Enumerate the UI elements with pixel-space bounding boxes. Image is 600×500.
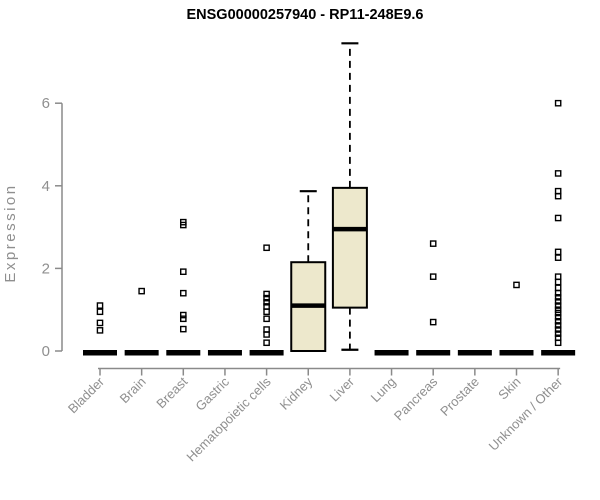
- outlier-point: [96, 302, 104, 309]
- outlier-point: [96, 308, 104, 316]
- outlier-point: [554, 313, 562, 321]
- outlier-point: [554, 306, 562, 314]
- outlier-point: [554, 248, 562, 256]
- zero-box-bar: [374, 350, 409, 356]
- y-tick-label: 4: [42, 178, 50, 195]
- x-category-label: Liver: [326, 374, 357, 405]
- outlier-point: [554, 192, 562, 200]
- outlier-point: [263, 290, 270, 298]
- outlier-point: [554, 309, 562, 317]
- box: [331, 186, 368, 309]
- outlier-point: [263, 331, 270, 338]
- x-category-label: Unknown / Other: [486, 374, 566, 454]
- zero-box-bar: [249, 350, 284, 356]
- x-category-label: Kidney: [277, 374, 316, 413]
- outlier-point: [429, 240, 437, 247]
- zero-box-bar: [83, 350, 117, 356]
- outlier-point: [554, 284, 562, 292]
- x-category-label: Bladder: [65, 374, 108, 417]
- outlier-point: [554, 339, 562, 347]
- x-category-label: Breast: [153, 374, 190, 411]
- outlier-point: [554, 317, 562, 325]
- outlier-point: [179, 325, 187, 333]
- y-tick-label: 0: [42, 343, 50, 360]
- outlier-point: [179, 311, 187, 319]
- outlier-point: [263, 298, 270, 306]
- zero-box-bar: [207, 350, 242, 356]
- outlier-point: [263, 339, 270, 347]
- outlier-point: [554, 322, 562, 329]
- outlier-point: [554, 214, 562, 222]
- outlier-point: [554, 99, 562, 107]
- outlier-point: [263, 308, 270, 316]
- outlier-point: [138, 287, 145, 295]
- outlier-point: [554, 289, 562, 297]
- outlier-point: [179, 268, 187, 276]
- x-category-label: Skin: [495, 374, 523, 402]
- chart-title: ENSG00000257940 - RP11-248E9.6: [186, 7, 424, 23]
- outlier-point: [554, 326, 562, 333]
- outlier-point: [263, 294, 270, 302]
- outlier-point: [554, 330, 562, 337]
- x-category-label: Lung: [368, 374, 399, 405]
- outlier-point: [554, 298, 562, 305]
- zero-box-bar: [416, 350, 451, 356]
- outlier-point: [554, 273, 562, 280]
- outlier-point: [96, 319, 104, 327]
- outlier-point: [554, 254, 562, 261]
- x-category-label: Prostate: [437, 374, 482, 419]
- outlier-point: [179, 289, 187, 297]
- outlier-point: [554, 294, 562, 301]
- x-category-label: Brain: [117, 374, 149, 406]
- outlier-point: [96, 327, 104, 334]
- outlier-point: [429, 318, 437, 326]
- outlier-point: [179, 315, 187, 323]
- outlier-point: [263, 315, 270, 323]
- zero-box-bar: [457, 350, 492, 356]
- outlier-point: [554, 302, 562, 309]
- outlier-point: [179, 221, 187, 229]
- zero-box-bar: [166, 350, 201, 356]
- zero-box-bar: [499, 350, 534, 356]
- zero-box-bar: [541, 350, 576, 356]
- outlier-point: [263, 244, 270, 252]
- outlier-point: [429, 273, 437, 280]
- x-category-label: Pancreas: [391, 374, 441, 424]
- outlier-point: [554, 278, 562, 286]
- outlier-point: [513, 281, 520, 289]
- zero-box-bar: [124, 350, 159, 356]
- y-tick-label: 2: [42, 260, 50, 277]
- x-category-label: Gastric: [192, 374, 232, 414]
- outlier-point: [554, 170, 562, 177]
- y-tick-label: 6: [42, 95, 50, 112]
